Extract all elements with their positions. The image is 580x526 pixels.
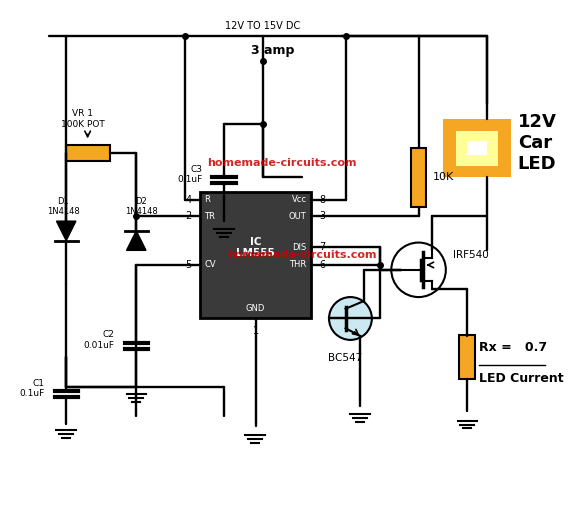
- Circle shape: [392, 242, 446, 297]
- FancyBboxPatch shape: [200, 192, 311, 318]
- FancyBboxPatch shape: [443, 119, 511, 177]
- Circle shape: [329, 297, 372, 340]
- Text: homemade-circuits.com: homemade-circuits.com: [208, 158, 357, 168]
- Text: 7: 7: [319, 242, 325, 252]
- Text: 1: 1: [252, 326, 259, 336]
- Text: THR: THR: [289, 260, 307, 269]
- Text: 10K: 10K: [433, 173, 454, 183]
- FancyBboxPatch shape: [459, 335, 475, 379]
- Text: R: R: [204, 195, 211, 204]
- Text: 3 amp: 3 amp: [251, 44, 294, 57]
- Text: TR: TR: [204, 212, 215, 221]
- Text: C1
0.1uF: C1 0.1uF: [20, 379, 45, 398]
- Text: 12V
Car
LED: 12V Car LED: [518, 114, 557, 173]
- Text: LED Current: LED Current: [479, 372, 564, 386]
- Text: 6: 6: [319, 260, 325, 270]
- FancyBboxPatch shape: [455, 130, 498, 166]
- Text: DIS: DIS: [292, 243, 307, 252]
- Text: D1
1N4148: D1 1N4148: [47, 197, 79, 216]
- Text: CV: CV: [204, 260, 216, 269]
- Text: 3: 3: [319, 211, 325, 221]
- Text: 8: 8: [319, 195, 325, 205]
- Text: IC
LM555: IC LM555: [236, 237, 275, 258]
- Polygon shape: [56, 221, 76, 240]
- FancyBboxPatch shape: [66, 145, 110, 161]
- Polygon shape: [126, 231, 146, 250]
- Text: Rx =   0.7: Rx = 0.7: [479, 341, 547, 354]
- Text: D2
1N4148: D2 1N4148: [125, 197, 158, 216]
- Text: OUT: OUT: [289, 212, 307, 221]
- Text: VR 1
100K POT: VR 1 100K POT: [61, 109, 104, 129]
- Text: homemade-circuits.com: homemade-circuits.com: [227, 250, 376, 260]
- Text: GND: GND: [246, 304, 265, 313]
- FancyBboxPatch shape: [467, 141, 487, 155]
- Text: IRF540: IRF540: [452, 250, 488, 260]
- Text: C2
0.01uF: C2 0.01uF: [84, 330, 115, 350]
- Text: Vcc: Vcc: [292, 195, 307, 204]
- Text: 4: 4: [186, 195, 192, 205]
- Text: 2: 2: [186, 211, 192, 221]
- Text: C3
0.1uF: C3 0.1uF: [177, 165, 202, 184]
- Text: 12V TO 15V DC: 12V TO 15V DC: [225, 22, 300, 32]
- Text: 5: 5: [186, 260, 192, 270]
- FancyBboxPatch shape: [411, 148, 426, 207]
- Text: BC547: BC547: [328, 352, 362, 362]
